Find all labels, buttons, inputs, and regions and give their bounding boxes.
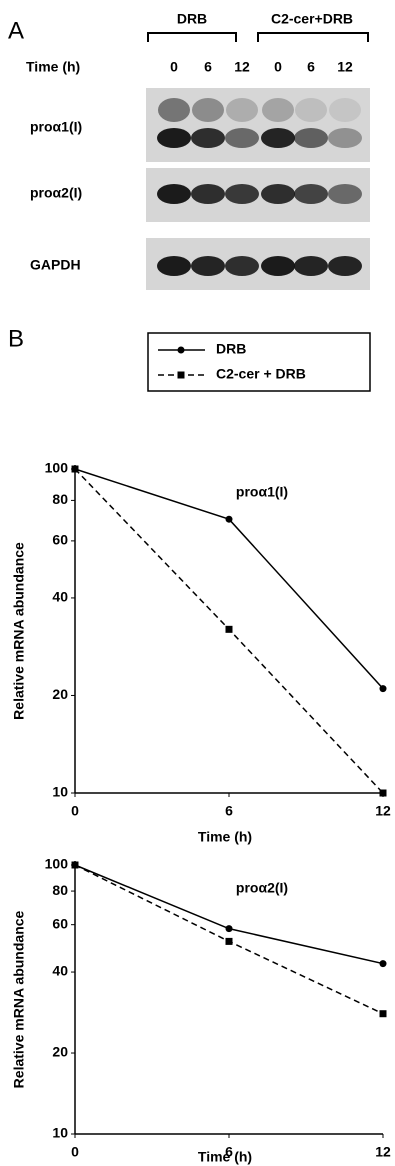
data-point <box>72 862 79 869</box>
lane-label: 6 <box>307 59 315 75</box>
time-label: Time (h) <box>26 59 80 75</box>
y-tick-label: 100 <box>45 856 69 872</box>
blot-band <box>262 98 294 122</box>
y-tick-label: 40 <box>52 963 68 979</box>
blot-band <box>225 128 259 148</box>
panel-label: A <box>8 17 24 44</box>
data-point <box>380 1010 387 1017</box>
data-point <box>72 466 79 473</box>
data-point <box>380 685 387 692</box>
lane-label: 6 <box>204 59 212 75</box>
blot-band <box>225 256 259 276</box>
series-line <box>75 469 383 689</box>
data-point <box>226 938 233 945</box>
lane-label: 0 <box>274 59 282 75</box>
blot-band <box>191 256 225 276</box>
y-axis-label: Relative mRNA abundance <box>11 910 27 1088</box>
blot-band <box>328 128 362 148</box>
x-tick-label: 12 <box>375 803 391 819</box>
blot-band <box>226 98 258 122</box>
y-tick-label: 100 <box>45 460 69 476</box>
panel-label: B <box>8 325 24 352</box>
blot-band <box>191 128 225 148</box>
legend-label: DRB <box>216 341 246 357</box>
y-tick-label: 80 <box>52 882 68 898</box>
blot-band <box>225 184 259 204</box>
y-tick-label: 20 <box>52 1044 68 1060</box>
x-tick-label: 12 <box>375 1144 391 1160</box>
blot-band <box>261 184 295 204</box>
legend-marker <box>178 347 185 354</box>
blot-band <box>158 98 190 122</box>
y-tick-label: 80 <box>52 491 68 507</box>
lane-label: 12 <box>234 59 250 75</box>
blot-band <box>261 128 295 148</box>
data-point <box>226 516 233 523</box>
data-point <box>226 925 233 932</box>
blot-band <box>157 184 191 204</box>
blot-band <box>328 184 362 204</box>
y-tick-label: 10 <box>52 784 68 800</box>
y-tick-label: 60 <box>52 532 68 548</box>
blot-band <box>157 256 191 276</box>
legend-label: C2-cer + DRB <box>216 366 306 382</box>
legend-marker <box>178 372 185 379</box>
legend-box <box>148 333 370 391</box>
y-tick-label: 10 <box>52 1125 68 1141</box>
data-point <box>380 960 387 967</box>
figure: A DRB C2-cer+DRB Time (h) proα1(I) proα2… <box>0 0 395 1166</box>
blot-band <box>294 184 328 204</box>
lane-label: 0 <box>170 59 178 75</box>
row-label: GAPDH <box>30 257 81 273</box>
group-bracket <box>258 33 368 42</box>
series-line <box>75 865 383 964</box>
data-point <box>226 626 233 633</box>
x-tick-label: 6 <box>225 803 233 819</box>
y-tick-label: 60 <box>52 915 68 931</box>
row-label: proα2(I) <box>30 185 82 201</box>
data-point <box>380 790 387 797</box>
blot-band <box>261 256 295 276</box>
blot-band <box>191 184 225 204</box>
blot-band <box>294 128 328 148</box>
blot-band <box>329 98 361 122</box>
chart-title: proα2(I) <box>236 880 288 896</box>
x-tick-label: 0 <box>71 803 79 819</box>
y-tick-label: 20 <box>52 686 68 702</box>
blot-band <box>157 128 191 148</box>
group-label: DRB <box>177 11 207 27</box>
blot-band <box>294 256 328 276</box>
blot-band <box>192 98 224 122</box>
lane-label: 12 <box>337 59 353 75</box>
group-label: C2-cer+DRB <box>271 11 353 27</box>
y-tick-label: 40 <box>52 589 68 605</box>
x-axis-label: Time (h) <box>198 1149 252 1165</box>
blot-band <box>328 256 362 276</box>
chart-title: proα1(I) <box>236 484 288 500</box>
group-bracket <box>148 33 236 42</box>
y-axis-label: Relative mRNA abundance <box>11 542 27 720</box>
blot-band <box>295 98 327 122</box>
x-tick-label: 0 <box>71 1144 79 1160</box>
x-axis-label: Time (h) <box>198 829 252 845</box>
row-label: proα1(I) <box>30 119 82 135</box>
